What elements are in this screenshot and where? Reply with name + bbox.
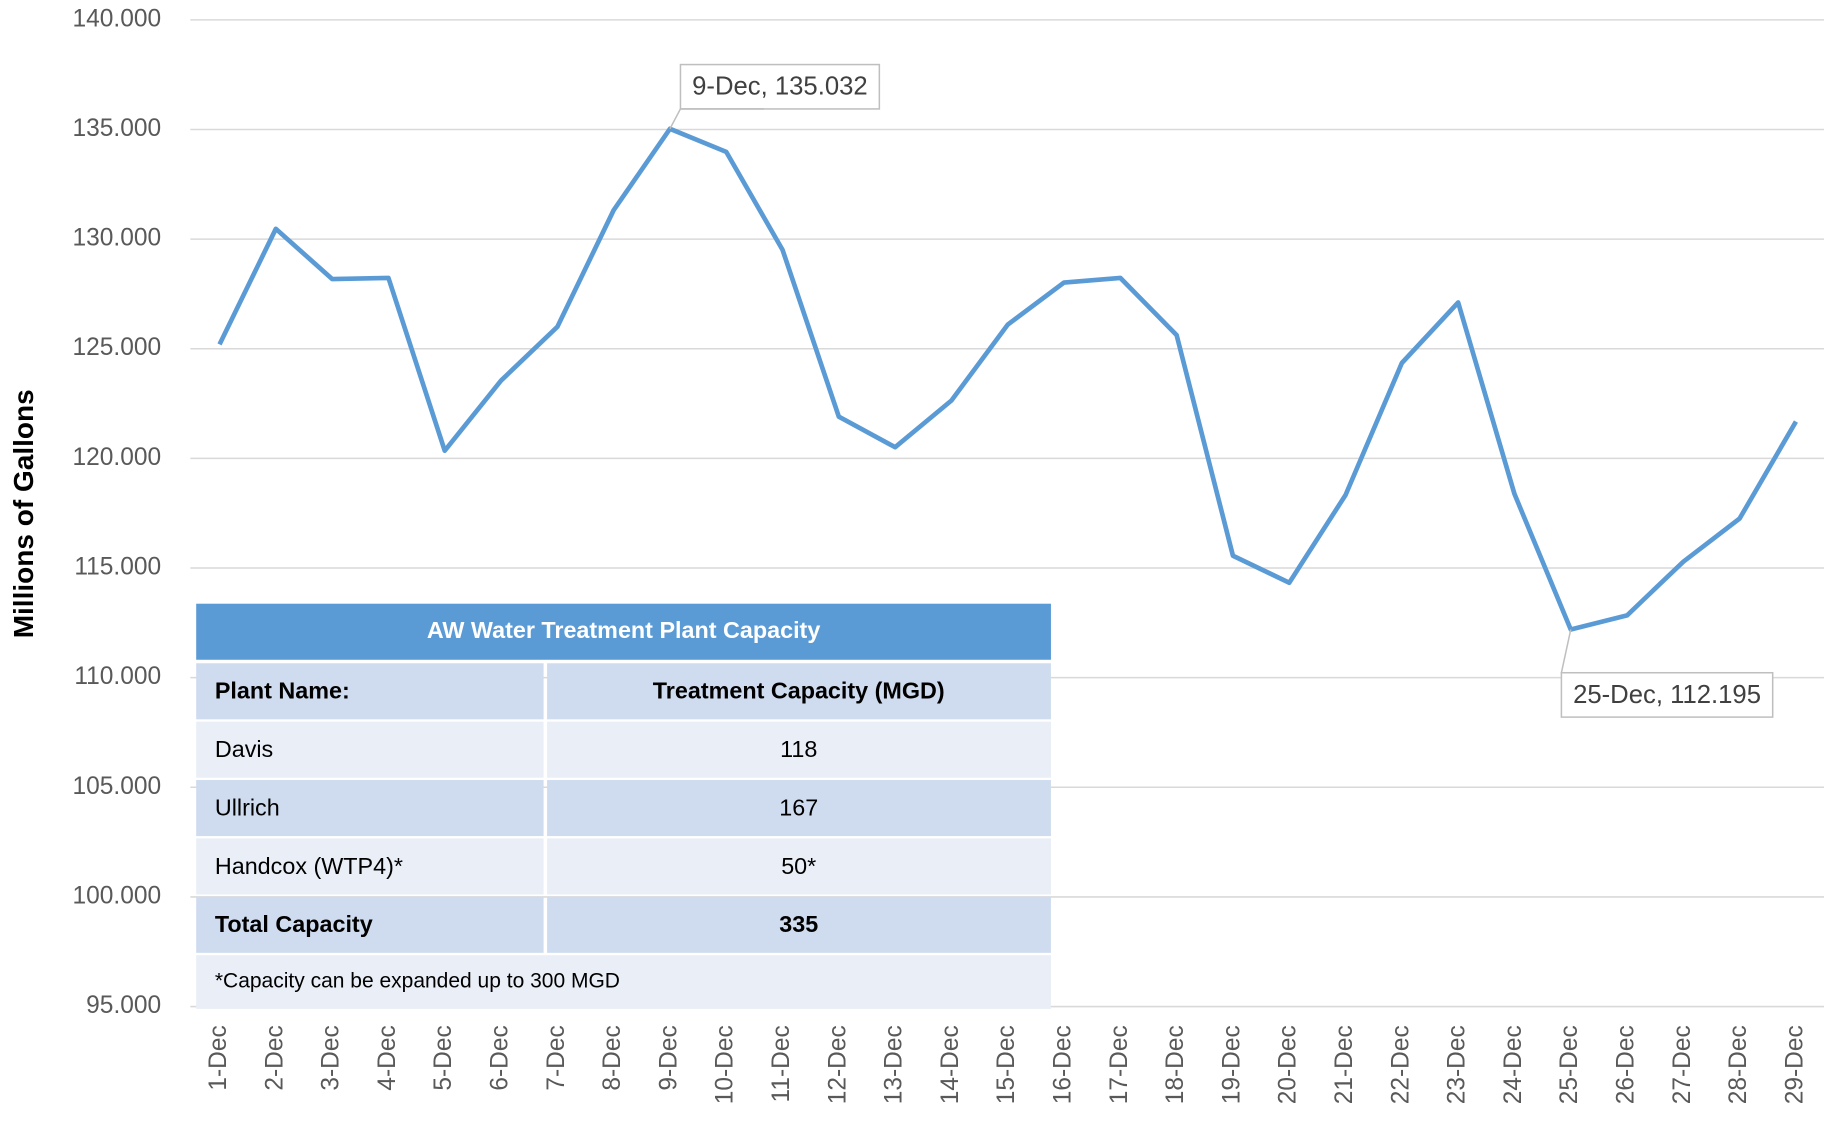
table-text: 167: [779, 794, 818, 820]
x-tick-label: 27-Dec: [1669, 1025, 1696, 1104]
annotation-box: [679, 63, 881, 110]
table-cell: [196, 896, 544, 953]
y-tick-label: 105.000: [73, 773, 162, 800]
table-footnote-bg: [196, 955, 1051, 1009]
table-title-bar: [196, 603, 1051, 660]
annotation-label: 25-Dec, 112.195: [1573, 681, 1761, 709]
table-cell: [547, 663, 1051, 720]
annotation-box: [1560, 671, 1774, 718]
x-tick-label: 4-Dec: [374, 1025, 401, 1090]
table-title: AW Water Treatment Plant Capacity: [427, 617, 820, 643]
table-text: Handcox (WTP4)*: [215, 853, 403, 879]
y-tick-label: 115.000: [74, 554, 161, 581]
x-tick-label: 6-Dec: [487, 1025, 514, 1090]
x-tick-label: 23-Dec: [1444, 1025, 1471, 1104]
x-tick-label: 2-Dec: [261, 1025, 288, 1090]
x-tick-label: 18-Dec: [1162, 1025, 1189, 1104]
capacity-table: AW Water Treatment Plant Capacity Plant N…: [196, 603, 1051, 1009]
y-tick-label: 110.000: [74, 663, 161, 690]
table-text: Treatment Capacity (MGD): [653, 678, 945, 704]
x-tick-label: 22-Dec: [1387, 1025, 1414, 1104]
x-tick-label: 17-Dec: [1106, 1025, 1133, 1104]
table-text: Davis: [215, 736, 273, 762]
table-text: Total Capacity: [215, 911, 373, 937]
x-tick-label: 24-Dec: [1500, 1025, 1527, 1104]
table-cell: [547, 780, 1051, 837]
y-tick-label: 140.000: [73, 5, 162, 32]
annotation: 25-Dec, 112.195: [1560, 629, 1774, 718]
table-cell: [547, 721, 1051, 778]
y-tick-label: 100.000: [73, 882, 162, 909]
annotation: 9-Dec, 135.032: [669, 63, 881, 130]
x-tick-label: 20-Dec: [1275, 1025, 1302, 1104]
table-cell: [196, 663, 544, 720]
y-axis-label: Millions of Gallons: [8, 389, 39, 638]
x-tick-label: 16-Dec: [1050, 1025, 1077, 1104]
x-tick-label: 26-Dec: [1613, 1025, 1640, 1104]
x-tick-label: 28-Dec: [1725, 1025, 1752, 1104]
x-tick-label: 11-Dec: [768, 1025, 795, 1102]
y-tick-label: 120.000: [73, 444, 162, 471]
x-tick-label: 19-Dec: [1218, 1025, 1245, 1104]
x-tick-label: 9-Dec: [655, 1025, 682, 1090]
table-text: Plant Name:: [215, 678, 350, 704]
leader-line: [1560, 629, 1651, 674]
table-text: 50*: [781, 853, 816, 879]
x-tick-label: 15-Dec: [993, 1025, 1020, 1104]
table-cell: [547, 896, 1051, 953]
table-cell: [196, 780, 544, 837]
y-tick-label: 135.000: [73, 115, 162, 142]
x-tick-label: 10-Dec: [712, 1025, 739, 1104]
y-tick-label: 95.000: [86, 992, 161, 1019]
x-tick-label: 14-Dec: [937, 1025, 964, 1104]
x-tick-label: 3-Dec: [318, 1025, 345, 1090]
x-tick-label: 29-Dec: [1781, 1025, 1808, 1104]
x-tick-label: 13-Dec: [881, 1025, 908, 1104]
annotation-label: 9-Dec, 135.032: [692, 73, 868, 101]
x-tick-label: 5-Dec: [430, 1025, 457, 1090]
table-cell: [547, 838, 1051, 895]
table-text: Ullrich: [215, 794, 280, 820]
x-tick-label: 1-Dec: [205, 1025, 232, 1090]
data-line: [217, 126, 1798, 632]
table-footnote: *Capacity can be expanded up to 300 MGD: [215, 970, 620, 993]
table-cell: [196, 838, 544, 895]
x-tick-label: 12-Dec: [824, 1025, 851, 1104]
table-cell: [196, 721, 544, 778]
table-text: 335: [779, 911, 818, 937]
table-text: 118: [780, 736, 817, 762]
x-tick-label: 21-Dec: [1331, 1025, 1358, 1104]
y-tick-label: 130.000: [73, 225, 162, 252]
x-tick-label: 25-Dec: [1556, 1025, 1583, 1104]
leader-line: [669, 108, 764, 130]
x-tick-label: 7-Dec: [543, 1025, 570, 1090]
y-tick-label: 125.000: [73, 334, 162, 361]
x-tick-label: 8-Dec: [599, 1025, 626, 1090]
